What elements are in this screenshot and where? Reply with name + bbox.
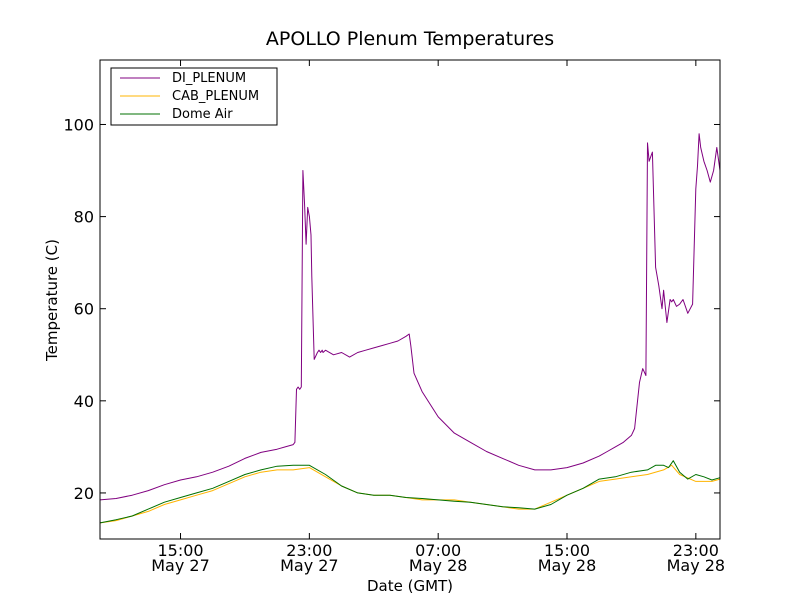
x-tick-label-time: 23:00 xyxy=(673,541,719,560)
legend-label-dome-air: Dome Air xyxy=(172,107,233,122)
series-line-di-plenum xyxy=(99,133,721,501)
y-tick-label: 100 xyxy=(63,115,94,134)
legend: DI_PLENUM CAB_PLENUM Dome Air xyxy=(110,67,278,126)
chart-title: APOLLO Plenum Temperatures xyxy=(266,28,554,50)
plot-frame xyxy=(99,59,721,540)
legend-label-cab-plenum: CAB_PLENUM xyxy=(172,89,259,104)
series-line-cab-plenum xyxy=(99,464,721,524)
x-tick-label-time: 07:00 xyxy=(415,541,461,560)
x-tick-label-date: May 27 xyxy=(151,556,210,575)
y-axis-label: Temperature (C) xyxy=(43,239,61,362)
x-tick-label-date: May 28 xyxy=(667,556,726,575)
series-line-dome-air xyxy=(99,460,721,524)
y-tick-label: 20 xyxy=(74,484,94,503)
y-axis: 20 40 60 80 100 xyxy=(63,115,720,503)
x-tick-label-date: May 28 xyxy=(538,556,597,575)
plot-area xyxy=(99,133,721,524)
legend-label-di-plenum: DI_PLENUM xyxy=(172,71,246,86)
y-tick-label: 40 xyxy=(74,392,94,411)
y-tick-label: 80 xyxy=(74,208,94,227)
x-tick-label-time: 15:00 xyxy=(544,541,590,560)
x-tick-label-time: 23:00 xyxy=(286,541,332,560)
x-tick-label-date: May 28 xyxy=(409,556,468,575)
y-tick-label: 60 xyxy=(74,300,94,319)
x-tick-label-time: 15:00 xyxy=(157,541,203,560)
x-tick-label-date: May 27 xyxy=(280,556,339,575)
x-axis-label: Date (GMT) xyxy=(367,577,453,595)
